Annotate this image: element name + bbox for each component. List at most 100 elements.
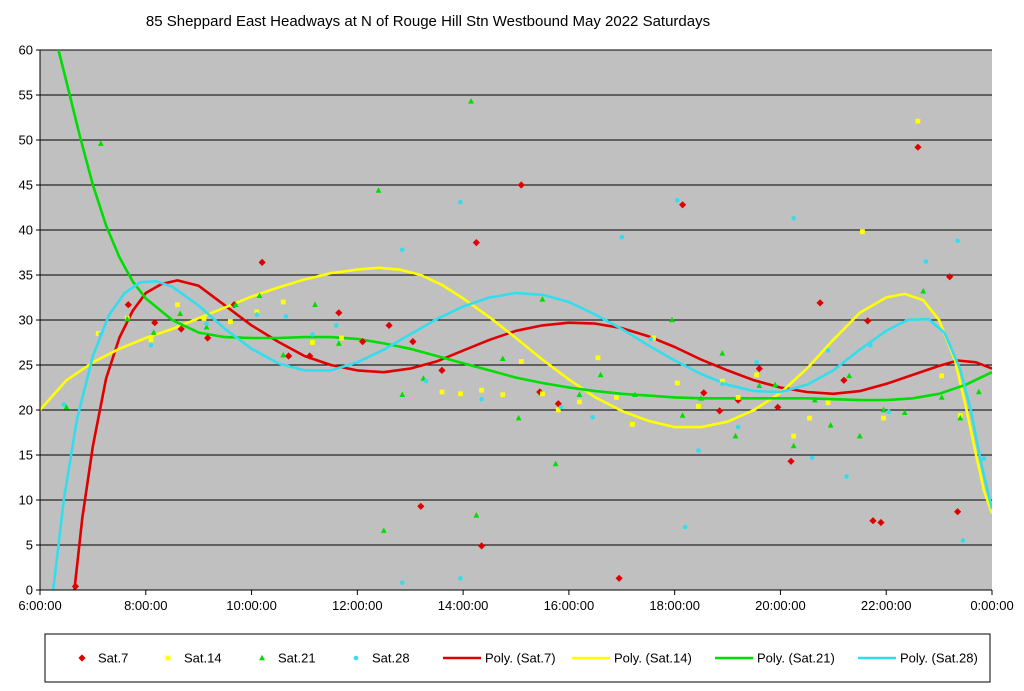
data-point [719,378,725,384]
data-point [754,372,760,378]
data-point [98,332,104,337]
data-point [846,372,853,379]
data-point [809,455,815,461]
data-point [632,391,638,397]
legend-item-6: Poly. (Sat.14) [572,651,692,666]
data-point [63,404,70,410]
data-point [468,98,474,104]
legend-marker-swatch [353,655,359,661]
data-point [881,415,886,421]
data-point [679,201,687,209]
data-point [734,396,742,404]
data-point [597,371,604,378]
data-point [840,376,848,384]
data-point [284,352,293,360]
data-point [518,359,524,364]
data-point [981,456,987,461]
data-point [877,518,885,527]
data-point [95,331,101,336]
data-point [772,381,779,388]
legend-label: Poly. (Sat.14) [614,651,692,666]
data-point [177,310,184,316]
x-tick-label: 20:00:00 [755,598,806,613]
data-point [825,400,831,406]
y-tick-label: 0 [26,583,33,598]
data-point [700,389,708,397]
data-markers [61,98,987,590]
data-point [923,259,929,264]
y-tick-label: 15 [19,448,33,463]
data-point [674,380,680,386]
data-point [868,342,873,348]
data-point [515,414,522,421]
data-point [946,273,954,281]
data-point [399,580,405,586]
data-point [500,392,506,398]
data-point [232,301,239,307]
data-point [423,378,429,384]
data-point [399,247,405,253]
data-point [648,336,654,342]
data-point [696,448,701,453]
legend-item-3: Sat.21 [259,651,316,666]
data-point [790,442,797,449]
data-point [61,402,67,407]
data-point [696,404,701,409]
data-point [915,118,921,124]
data-point [309,340,315,345]
data-point [856,432,863,439]
y-tick-label: 35 [19,268,33,283]
data-point [791,216,796,221]
data-point [479,387,485,393]
data-point [954,508,962,516]
legend-label: Poly. (Sat.28) [900,651,978,666]
y-tick-label: 40 [19,223,33,238]
y-tick-label: 50 [19,133,33,148]
data-point [558,405,564,410]
data-point [938,394,945,400]
data-point [380,527,387,533]
data-point [124,301,132,309]
data-point [458,199,463,205]
data-point [816,299,824,307]
data-point [732,432,739,439]
data-point [417,502,425,510]
data-point [499,355,506,361]
data-point [669,316,675,323]
legend-label: Sat.14 [184,651,222,666]
data-point [754,360,759,365]
data-point [825,348,831,353]
data-point [201,315,207,321]
x-tick-label: 22:00:00 [861,598,912,613]
x-tick-label: 10:00:00 [226,598,277,613]
legend-label: Sat.28 [372,651,410,666]
y-tick-label: 5 [26,538,33,553]
legend: Sat.7 Sat.14 Sat.21 Sat.28 Poly. (Sat.7) Poly… [44,633,991,683]
data-point [97,140,104,146]
data-point [576,391,583,397]
trendline-1 [73,279,992,590]
data-point [920,288,927,294]
chart-title: 85 Sheppard East Headways at N of Rouge … [146,13,710,30]
data-point [975,388,982,395]
data-point [151,319,159,327]
data-point [555,407,561,413]
data-point [590,414,595,420]
data-point [901,409,908,415]
y-tick-label: 20 [19,403,33,418]
legend-item-5: Poly. (Sat.7) [443,651,556,666]
y-tick-label: 30 [19,313,33,328]
data-point [177,325,185,333]
x-tick-label: 16:00:00 [544,598,595,613]
data-point [860,229,865,235]
data-point [479,396,484,402]
legend-item-2: Sat.14 [165,651,222,666]
data-point [310,332,315,337]
data-point [283,314,289,319]
data-point [254,312,260,317]
data-point [716,407,724,415]
data-point [735,424,741,430]
x-tick-label: 14:00:00 [438,598,489,613]
data-point [71,582,80,590]
